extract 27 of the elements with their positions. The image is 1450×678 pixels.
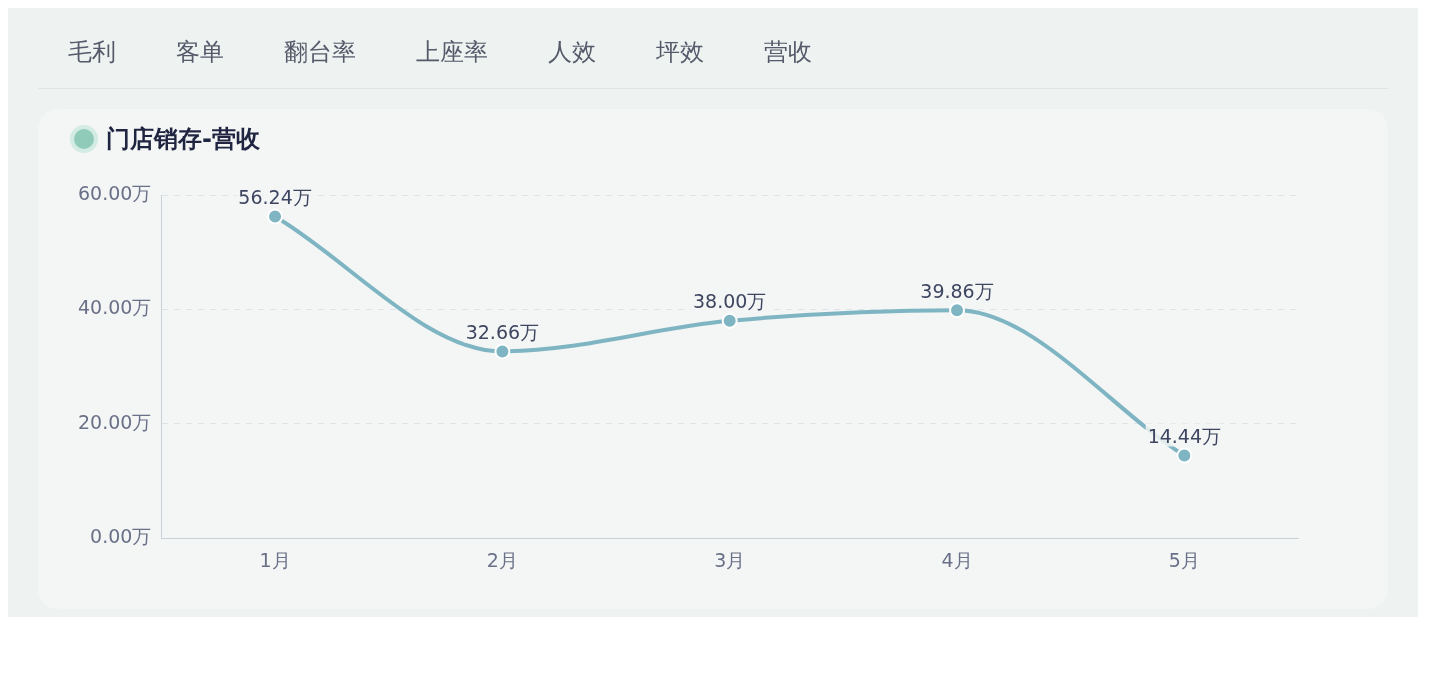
text: 客单 <box>175 37 225 68</box>
text: 上座率 <box>415 37 489 68</box>
x-tick-label: 2月 <box>486 548 518 571</box>
data-label: 38.00万 <box>692 290 767 313</box>
data-label: 32.66万 <box>465 320 540 343</box>
x-tick-label: 5月 <box>1168 548 1200 571</box>
data-label: 56.24万 <box>238 185 312 208</box>
y-tick-label: 0.00万 <box>90 525 152 548</box>
data-label: 39.86万 <box>920 279 994 302</box>
text: 坪效 <box>655 37 705 68</box>
text: 毛利 <box>67 37 117 68</box>
point <box>1176 447 1193 464</box>
data-label: 14.44万 <box>1147 425 1222 448</box>
point <box>721 312 738 329</box>
point <box>494 343 511 360</box>
text: 人效 <box>547 37 597 68</box>
y-tick-label: 20.00万 <box>77 410 152 433</box>
text: 营收 <box>763 37 813 68</box>
x-tick-label: 4月 <box>941 548 973 571</box>
y-tick-label: 60.00万 <box>77 181 152 204</box>
text: 翻台率 <box>283 37 357 68</box>
x-tick-label: 1月 <box>259 548 291 571</box>
point <box>949 302 966 319</box>
y-tick-label: 40.00万 <box>77 296 152 319</box>
chart-title: 门店销存-营收 <box>106 124 260 155</box>
x-tick-label: 3月 <box>714 548 746 571</box>
point <box>267 208 284 225</box>
